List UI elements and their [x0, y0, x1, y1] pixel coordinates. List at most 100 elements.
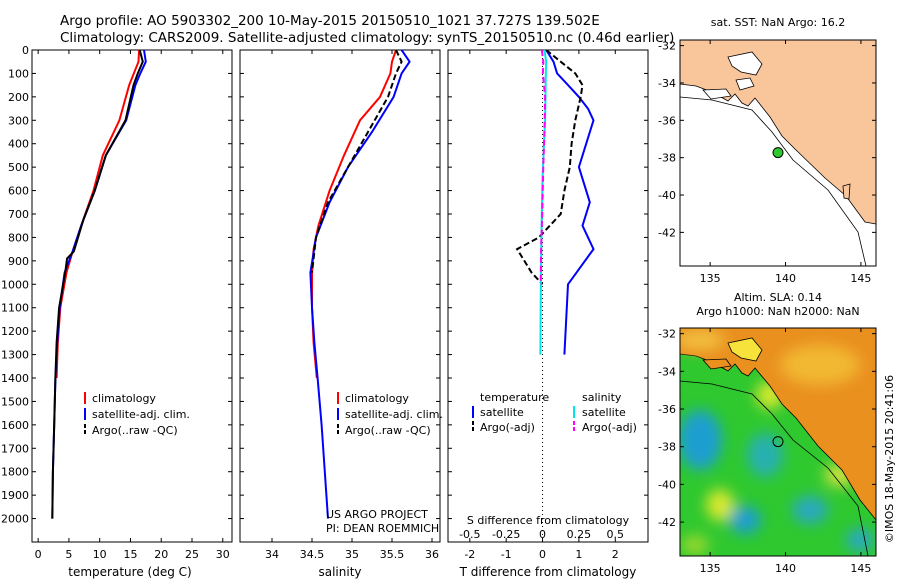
legend-label-s-argo: Argo(-adj): [582, 421, 637, 434]
salinity-diff-tick-label: 0.25: [567, 528, 592, 541]
x-tick-label: 5: [65, 548, 72, 561]
sla-map-subtitle: Argo h1000: NaN h2000: NaN: [696, 305, 859, 318]
series-line-argo-raw-qc-: [51, 49, 144, 519]
salinity-diff-ticks: -0.5 -0.25 0 0.25 0.5: [459, 528, 624, 541]
sla-map-frame: [679, 327, 877, 557]
x-tick-label: 36: [425, 548, 439, 561]
temperature-diff-xlabel: T difference from climatology: [459, 565, 637, 579]
series-line-t-satellite: [545, 49, 595, 355]
sla-map-ticks: 135 140 145 -32 -34 -36 -38 -40 -42: [658, 328, 876, 575]
y-tick-label: 700: [8, 208, 29, 221]
map-y-tick-label: -42: [658, 226, 676, 239]
salinity-lines: [309, 49, 411, 519]
difference-panel: -2 -1 0 1 2 S difference from climatology -0…: [447, 49, 649, 579]
x-tick-label: 20: [154, 548, 168, 561]
gulf-st-vincent: [735, 77, 755, 91]
map-y-tick-label: -36: [658, 114, 676, 127]
kangaroo-island: [702, 88, 732, 100]
legend-title-salinity: salinity: [582, 391, 622, 404]
x-tick-label: 35: [345, 548, 359, 561]
y-tick-label: 1600: [1, 419, 29, 432]
legend-label-argo: Argo(..raw -QC): [92, 424, 178, 437]
salinity-diff-tick-label: -0.25: [492, 528, 520, 541]
argo-float-marker-sla: [772, 436, 784, 448]
map-y-tick-label: -38: [658, 152, 676, 165]
salinity-ticks: 34 34.5 35 35.5 36: [240, 49, 440, 561]
y-tick-label: 1800: [1, 466, 29, 479]
salinity-xlabel: salinity: [318, 565, 361, 579]
sla-isobath-line: [680, 380, 869, 556]
map-y-tick-label: -42: [658, 516, 676, 529]
x-tick-label: 10: [93, 548, 107, 561]
salinity-legend: climatology satellite-adj. clim. Argo(..…: [337, 392, 443, 437]
sst-isobath-line: [680, 96, 867, 266]
map-x-tick-label: 135: [700, 562, 721, 575]
y-tick-label: 1700: [1, 442, 29, 455]
map-y-tick-label: -40: [658, 478, 676, 491]
land-shading: [680, 330, 860, 385]
legend-title-temperature: temperature: [480, 391, 549, 404]
y-tick-label: 1100: [1, 302, 29, 315]
x-tick-label: 0: [539, 548, 546, 561]
y-tick-label: 400: [8, 138, 29, 151]
legend-label-argo: Argo(..raw -QC): [345, 424, 431, 437]
legend-label-climatology: climatology: [92, 392, 156, 405]
y-tick-label: 200: [8, 91, 29, 104]
legend-label-climatology: climatology: [345, 392, 409, 405]
project-pi: PI: DEAN ROEMMICH: [326, 522, 439, 535]
legend-label-s-satellite: satellite: [582, 406, 626, 419]
sst-map-panel: sat. SST: NaN Argo: 16.2 135 140 145 -32 -34…: [658, 16, 877, 285]
y-tick-label: 500: [8, 161, 29, 174]
series-line-s-argo-adj-: [539, 49, 547, 285]
project-name: US ARGO PROJECT: [326, 508, 428, 521]
x-tick-label: 34.5: [300, 548, 325, 561]
sla-field-texture: [680, 381, 874, 555]
y-tick-label: 900: [8, 255, 29, 268]
difference-axes: [447, 49, 649, 543]
series-line-t-argo-adj-: [515, 49, 584, 285]
y-tick-label: 1900: [1, 489, 29, 502]
temperature-xlabel: temperature (deg C): [68, 565, 191, 579]
x-tick-label: 25: [185, 548, 199, 561]
temperature-lines: [51, 49, 147, 519]
spencer-gulf: [727, 51, 763, 76]
argo-float-marker: [772, 147, 784, 159]
y-tick-label: 300: [8, 114, 29, 127]
map-y-tick-label: -32: [658, 40, 676, 53]
difference-ticks: -2 -1 0 1 2: [448, 49, 648, 561]
sst-map-title: sat. SST: NaN Argo: 16.2: [711, 16, 845, 29]
y-tick-label: 2000: [1, 513, 29, 526]
legend-label-satellite: satellite-adj. clim.: [345, 408, 443, 421]
sst-map-ticks: 135 140 145 -32 -34 -36 -38 -40 -42: [658, 40, 876, 285]
map-y-tick-label: -38: [658, 441, 676, 454]
series-line-argo-raw-qc-: [311, 49, 403, 273]
y-tick-label: 1200: [1, 325, 29, 338]
salinity-diff-tick-label: -0.5: [459, 528, 480, 541]
x-tick-label: 34: [265, 548, 279, 561]
y-tick-label: 0: [22, 44, 29, 57]
figure-title-line2: Climatology: CARS2009. Satellite-adjuste…: [60, 30, 674, 46]
map-x-tick-label: 140: [775, 562, 796, 575]
spencer-gulf-sla: [727, 337, 763, 362]
x-tick-label: 35.5: [380, 548, 405, 561]
map-y-tick-label: -32: [658, 328, 676, 341]
difference-legend: temperature satellite Argo(-adj) salinit…: [472, 391, 637, 434]
x-tick-label: 1: [575, 548, 582, 561]
legend-label-satellite: satellite-adj. clim.: [92, 408, 190, 421]
x-tick-label: 15: [123, 548, 137, 561]
salinity-diff-tick-label: 0: [539, 528, 546, 541]
map-x-tick-label: 135: [700, 272, 721, 285]
x-tick-label: -1: [501, 548, 512, 561]
map-y-tick-label: -36: [658, 403, 676, 416]
sla-map-panel: Altim. SLA: 0.14 Argo h1000: NaN h2000: …: [658, 291, 877, 575]
x-tick-label: -2: [464, 548, 475, 561]
y-tick-label: 1000: [1, 278, 29, 291]
sla-map-title: Altim. SLA: 0.14: [734, 291, 822, 304]
y-tick-label: 100: [8, 67, 29, 80]
temperature-axes: [31, 49, 233, 543]
figure-title-line1: Argo profile: AO 5903302_200 10-May-2015…: [60, 13, 600, 29]
salinity-panel: 34 34.5 35 35.5 36 salinity climatology sate…: [239, 49, 443, 579]
map-y-tick-label: -40: [658, 189, 676, 202]
salinity-diff-label: S difference from climatology: [467, 514, 630, 527]
